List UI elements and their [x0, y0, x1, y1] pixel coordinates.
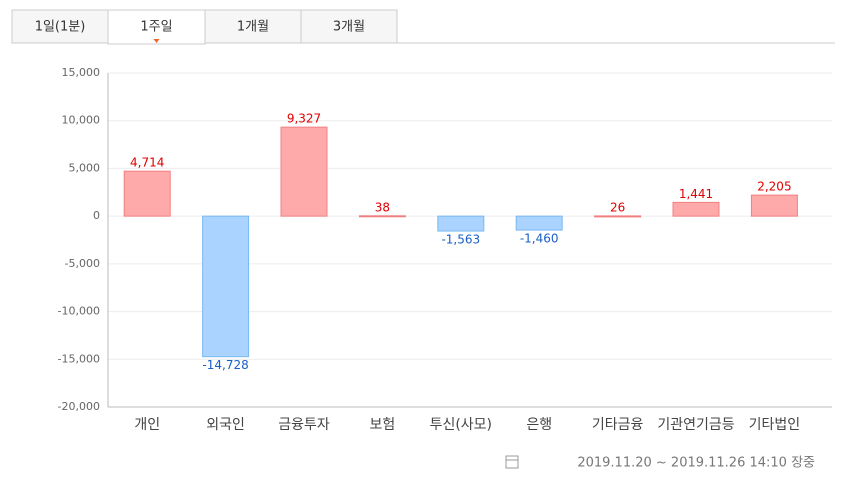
value-label: 26: [610, 200, 625, 214]
bar: [672, 201, 720, 217]
value-label: -1,460: [520, 232, 559, 246]
value-label: 4,714: [130, 156, 164, 170]
y-tick-label: 10,000: [62, 114, 101, 127]
bar: [515, 215, 563, 231]
tab[interactable]: [300, 9, 398, 44]
x-tick-label: 개인: [134, 417, 160, 433]
tab[interactable]: [107, 9, 206, 45]
tab[interactable]: [11, 9, 109, 44]
bar: [594, 215, 642, 218]
x-tick-label: 보험: [370, 417, 396, 433]
y-tick-label: 5,000: [69, 161, 101, 174]
bar: [750, 194, 798, 217]
bar: [437, 215, 485, 232]
x-tick-label: 기타금융: [592, 417, 644, 433]
tab-label[interactable]: 3개월: [333, 20, 365, 35]
y-tick-label: -20,000: [58, 400, 100, 413]
tab-label[interactable]: 1일(1분): [35, 20, 86, 35]
x-tick-label: 기관연기금등: [657, 417, 734, 433]
value-label: 2,205: [757, 180, 791, 194]
y-tick-label: -15,000: [58, 352, 100, 365]
x-tick-label: 투신(사모): [430, 417, 492, 433]
tab-label[interactable]: 1주일: [140, 20, 172, 35]
y-tick-label: 15,000: [62, 66, 101, 79]
value-label: -1,563: [441, 233, 480, 247]
footer: 2019.11.20 ~ 2019.11.26 14:10 장중: [505, 455, 815, 471]
bar: [280, 126, 328, 217]
bar: [123, 170, 171, 217]
x-tick-label: 외국인: [206, 417, 245, 433]
tab[interactable]: [204, 9, 302, 44]
bar: [202, 215, 250, 358]
value-label: 9,327: [287, 112, 321, 126]
value-label: 38: [375, 200, 390, 214]
y-tick-label: 0: [93, 209, 100, 222]
x-tick-label: 기타법인: [749, 417, 801, 433]
value-label: -14,728: [202, 358, 248, 372]
calendar-icon: [505, 455, 519, 469]
value-label: 1,441: [679, 187, 713, 201]
tab-label[interactable]: 1개월: [237, 20, 269, 35]
active-indicator: [153, 39, 160, 43]
x-tick-label: 은행: [526, 417, 552, 433]
y-tick-label: -10,000: [58, 305, 100, 318]
y-tick-label: -5,000: [65, 257, 100, 270]
footer-text: 2019.11.20 ~ 2019.11.26 14:10 장중: [577, 456, 815, 471]
x-tick-label: 금융투자: [278, 417, 330, 433]
bar: [358, 215, 406, 218]
